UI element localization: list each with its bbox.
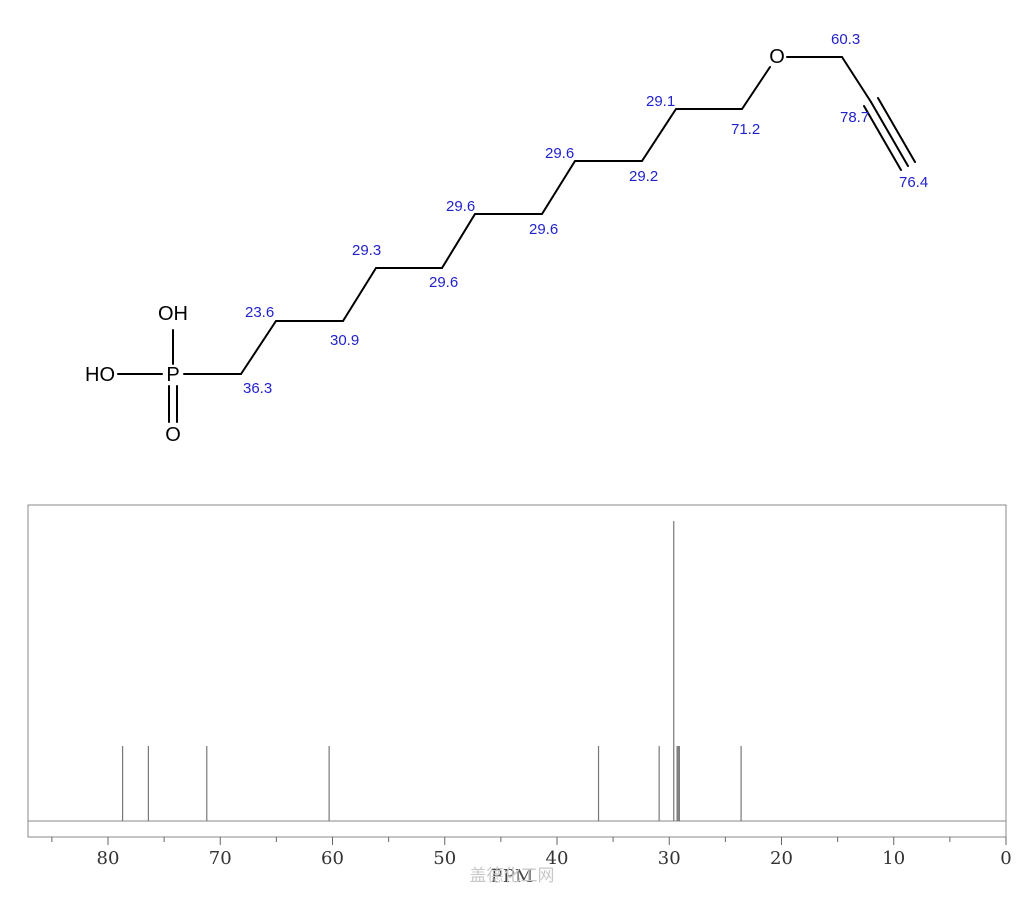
plot-frame	[27, 504, 1007, 838]
atom-phosphorus: P	[166, 364, 179, 386]
shift-label: 36.3	[243, 380, 272, 397]
x-tick-label: 30	[658, 848, 681, 869]
x-tick-label: 10	[882, 848, 905, 869]
shift-label: 60.3	[831, 31, 860, 48]
shift-label: 76.4	[899, 174, 928, 191]
x-tick-label: 50	[433, 848, 456, 869]
shift-label: 29.6	[446, 198, 475, 215]
x-axis-label: PPM	[491, 866, 534, 887]
atom-ether-oxygen: O	[769, 46, 785, 68]
x-axis-ticks: 80 70 60 50 40 30 20 10 0	[51, 837, 1012, 869]
x-tick-label: 80	[97, 848, 120, 869]
molecule-structure: OH HO P O O 36.3 23.6 30.9 29.3 29.6 29.…	[85, 31, 928, 446]
atom-oxo: O	[165, 424, 181, 446]
x-tick-label: 70	[209, 848, 232, 869]
shift-label: 29.3	[352, 242, 381, 259]
shift-label: 29.1	[646, 93, 675, 110]
x-tick-label: 60	[321, 848, 344, 869]
x-tick-label: 20	[770, 848, 793, 869]
alkyne-bond-right	[877, 97, 916, 163]
shift-label: 29.6	[529, 221, 558, 238]
x-tick-label: 40	[546, 848, 569, 869]
alkyl-chain	[240, 66, 771, 375]
alkyne-bond-left	[863, 105, 902, 171]
atom-oh-top: OH	[158, 303, 188, 325]
shift-label: 71.2	[731, 121, 760, 138]
x-tick-label: 0	[1000, 848, 1011, 869]
watermark-text: 盖德化工网	[470, 866, 555, 886]
shift-label: 23.6	[245, 304, 274, 321]
shift-label: 29.6	[545, 145, 574, 162]
ch2-alkyne-bond	[841, 56, 872, 103]
alkyne-bond-center	[870, 101, 909, 167]
atom-ho-left: HO	[85, 364, 115, 386]
shift-label: 78.7	[840, 109, 869, 126]
shift-label: 30.9	[330, 332, 359, 349]
shift-label: 29.6	[429, 274, 458, 291]
shift-label: 29.2	[629, 168, 658, 185]
peaks-layer	[121, 521, 742, 821]
spectrum-chart: 80 70 60 50 40 30 20 10 0 PPM 盖德化工网	[27, 504, 1012, 887]
